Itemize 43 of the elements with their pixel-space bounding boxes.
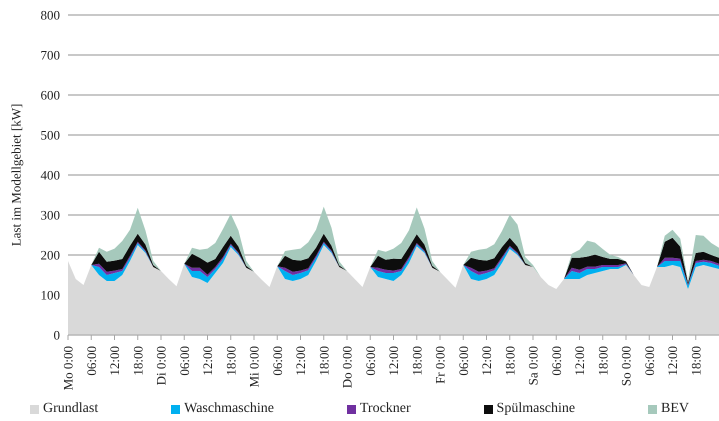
- y-tick-label: 400: [40, 168, 60, 183]
- x-tick-label: 06:00: [176, 346, 192, 376]
- x-tick-label: Do 0:00: [340, 346, 354, 388]
- y-tick-label: 0: [54, 328, 60, 343]
- x-tick-label: Sa 0:00: [526, 346, 540, 386]
- x-tick-label: 18:00: [502, 346, 518, 376]
- x-tick-label: 06:00: [270, 346, 285, 376]
- x-tick-label: 18:00: [316, 346, 332, 376]
- x-tick-label: 12:00: [572, 346, 587, 376]
- x-tick-label: 18:00: [688, 346, 704, 376]
- y-tick-label: 200: [40, 248, 60, 263]
- y-tick-label: 700: [40, 48, 60, 63]
- legend-label: Trockner: [358, 401, 411, 417]
- x-tick-label: Fr 0:00: [432, 346, 448, 384]
- x-tick-label: 06:00: [362, 346, 378, 376]
- x-tick-label: 06:00: [642, 346, 657, 376]
- y-tick-label: 800: [40, 8, 60, 23]
- y-tick-label: 600: [40, 88, 60, 103]
- legend-label: Waschmaschine: [183, 401, 274, 417]
- x-tick-label: 12:00: [107, 346, 122, 376]
- x-tick-label: 12:00: [479, 346, 494, 376]
- y-axis-title: Last im Modellgebiet [kW]: [8, 104, 24, 246]
- legend-label: BEV: [660, 401, 689, 417]
- x-tick-label: 06:00: [456, 346, 471, 376]
- legend-label: Grundlast: [42, 401, 98, 417]
- x-tick-label: 12:00: [293, 346, 308, 376]
- x-tick-label: 06:00: [84, 346, 99, 376]
- x-tick-label: 12:00: [665, 346, 680, 376]
- y-tick-label: 100: [40, 288, 60, 303]
- x-tick-label: 06:00: [548, 346, 564, 376]
- x-tick-label: Di 0:00: [154, 346, 168, 386]
- x-tick-label: Mo 0:00: [60, 346, 76, 390]
- y-tick-label: 500: [40, 128, 60, 143]
- x-tick-label: 18:00: [409, 346, 424, 376]
- x-tick-label: 12:00: [386, 346, 401, 376]
- legend-label: Spülmaschine: [496, 401, 576, 417]
- x-tick-label: 18:00: [223, 346, 238, 376]
- x-tick-label: So 0:00: [618, 346, 634, 386]
- y-tick-label: 300: [40, 208, 60, 223]
- x-tick-label: 18:00: [130, 346, 146, 376]
- x-tick-label: Mi 0:00: [246, 346, 262, 388]
- x-tick-label: 18:00: [595, 346, 610, 376]
- x-tick-label: 12:00: [200, 346, 215, 376]
